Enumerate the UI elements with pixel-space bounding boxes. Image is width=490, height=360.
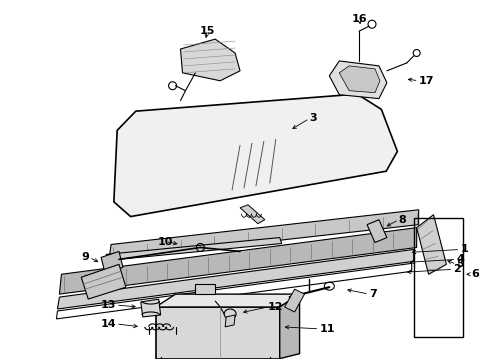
Text: 11: 11 xyxy=(319,324,335,334)
Polygon shape xyxy=(196,284,215,294)
Text: 7: 7 xyxy=(369,289,377,299)
Polygon shape xyxy=(59,228,416,294)
Polygon shape xyxy=(180,39,240,81)
Polygon shape xyxy=(81,264,126,299)
Text: 2: 2 xyxy=(453,264,461,274)
Polygon shape xyxy=(367,220,387,243)
Text: 4: 4 xyxy=(456,255,464,264)
Polygon shape xyxy=(285,289,305,312)
Text: 6: 6 xyxy=(471,269,479,279)
Polygon shape xyxy=(240,205,265,224)
Polygon shape xyxy=(101,251,123,273)
Polygon shape xyxy=(156,307,280,359)
Text: 5: 5 xyxy=(456,259,464,269)
Polygon shape xyxy=(156,294,299,307)
Text: 1: 1 xyxy=(460,244,468,255)
Polygon shape xyxy=(280,294,299,359)
Polygon shape xyxy=(225,315,235,327)
Polygon shape xyxy=(339,66,380,93)
Text: 12: 12 xyxy=(268,302,283,312)
Text: 13: 13 xyxy=(100,300,116,310)
Text: 17: 17 xyxy=(418,76,434,86)
Polygon shape xyxy=(141,299,161,317)
Text: 15: 15 xyxy=(199,26,215,36)
Text: 8: 8 xyxy=(399,215,407,225)
Text: 16: 16 xyxy=(351,14,367,24)
Polygon shape xyxy=(416,215,446,274)
Text: 3: 3 xyxy=(310,113,317,123)
Bar xyxy=(414,218,464,337)
Text: 10: 10 xyxy=(158,237,173,247)
Polygon shape xyxy=(106,238,282,260)
Polygon shape xyxy=(109,210,418,260)
Text: 14: 14 xyxy=(100,319,116,329)
Polygon shape xyxy=(114,94,397,217)
Polygon shape xyxy=(329,61,387,99)
Polygon shape xyxy=(57,249,414,309)
Text: 9: 9 xyxy=(81,252,89,262)
